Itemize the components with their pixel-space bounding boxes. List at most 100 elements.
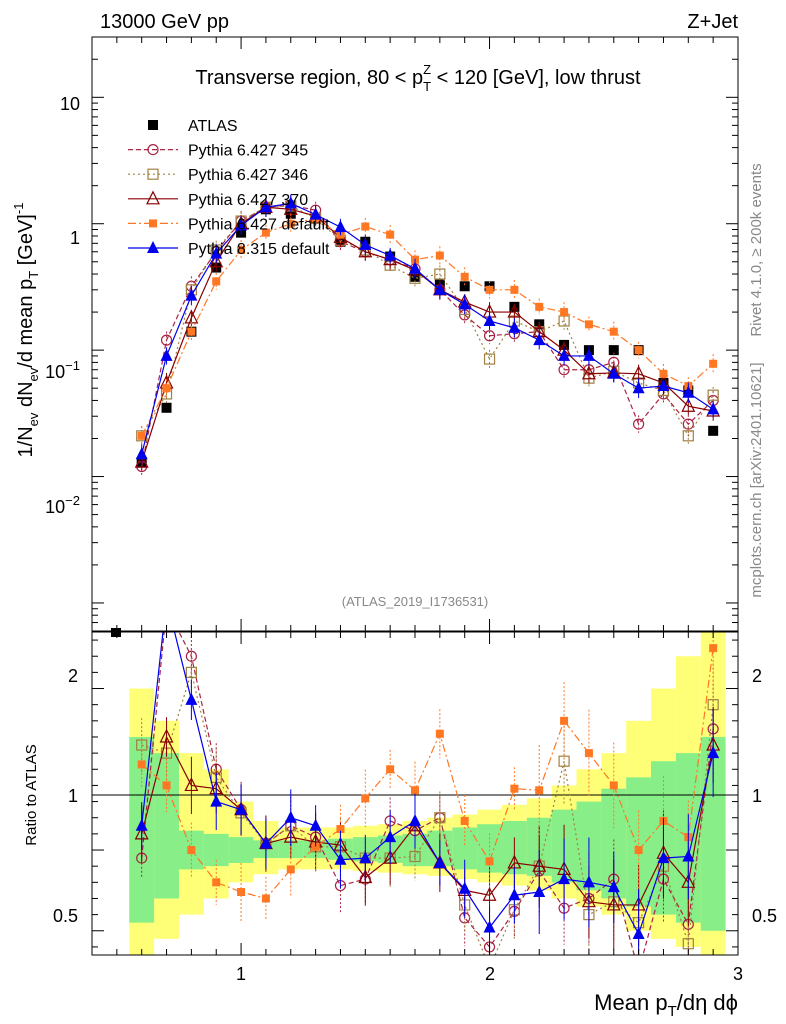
point-pythia-6-427-default xyxy=(212,277,221,286)
legend-marker-atlas xyxy=(148,120,158,130)
point-pythia-6-427-370 xyxy=(134,453,149,468)
ratio-point-pythia-6-427-370 xyxy=(184,777,199,792)
legend: ATLAS Pythia 6.427 345 Pythia 6.427 346 Pyt… xyxy=(128,118,330,258)
point-pythia-8-315-default xyxy=(433,282,446,295)
point-pythia-6-427-default xyxy=(162,384,171,393)
ratio-point-pythia-6-427-default xyxy=(311,842,320,851)
point-pythia-8-315-default xyxy=(210,246,223,259)
point-pythia-6-427-default xyxy=(435,251,444,260)
legend-marker-pythia-6-427-345 xyxy=(147,144,159,156)
ratio-point-pythia-8-315-default xyxy=(135,818,148,831)
ratio-point-pythia-6-427-default xyxy=(560,716,569,725)
ratio-point-pythia-6-427-default xyxy=(237,888,246,897)
point-pythia-6-427-346 xyxy=(483,353,496,365)
main-panel: Transverse region, 80 < pTZ < 120 [GeV],… xyxy=(11,36,739,637)
point-pythia-6-427-default xyxy=(361,222,370,231)
point-pythia-8-315-default xyxy=(284,196,297,209)
point-atlas xyxy=(161,402,172,413)
point-pythia-8-315-default xyxy=(582,348,595,361)
ratio-point-pythia-6-427-346 xyxy=(409,850,421,863)
legend-label-pythia-6-427-346: Pythia 6.427 346 xyxy=(188,167,308,184)
point-pythia-8-315-default xyxy=(508,320,521,333)
point-pythia-6-427-370 xyxy=(507,303,522,318)
ratio-point-pythia-8-315-default xyxy=(185,692,198,705)
legend-label-pythia-6-427-default: Pythia 6.427 default xyxy=(188,216,330,233)
ratio-point-pythia-6-427-default xyxy=(336,825,345,834)
point-pythia-6-427-default xyxy=(237,245,246,254)
point-pythia-8-315-default xyxy=(309,207,322,220)
ratio-point-pythia-8-315-default xyxy=(657,851,670,864)
legend-label-pythia-6-427-345: Pythia 6.427 345 xyxy=(188,143,308,160)
point-pythia-6-427-default xyxy=(485,285,494,294)
point-atlas xyxy=(608,345,619,356)
legend-marker-pythia-6-427-default xyxy=(149,219,157,228)
point-pythia-6-427-370 xyxy=(581,365,596,380)
ratio-point-pythia-6-427-default xyxy=(634,846,643,855)
ratio-point-pythia-8-315-default xyxy=(384,830,397,843)
ratio-point-pythia-6-427-default xyxy=(286,865,295,874)
point-pythia-6-427-default xyxy=(137,431,146,440)
ratio-ylabel: Ratio to ATLAS xyxy=(23,744,40,845)
ratio-line-pythia-6-427-345 xyxy=(141,632,714,955)
ratio-point-pythia-8-315-default xyxy=(607,880,620,893)
main-series-layer xyxy=(111,194,721,637)
ratio-point-pythia-6-427-default xyxy=(485,857,494,866)
point-pythia-6-427-345 xyxy=(682,418,694,430)
xlabel: Mean pT/dη dϕ xyxy=(594,990,738,1020)
point-pythia-6-427-default xyxy=(584,320,593,329)
ratio-point-pythia-6-427-default xyxy=(609,781,618,790)
ratio-point-pythia-8-315-default xyxy=(409,813,421,826)
ratio-point-pythia-6-427-default xyxy=(137,760,146,769)
ratio-point-pythia-6-427-346 xyxy=(434,812,446,824)
point-pythia-6-427-default xyxy=(386,230,395,239)
xtick-label-2: 2 xyxy=(485,964,495,984)
ratio-point-pythia-8-315-default xyxy=(533,885,546,898)
ratio-point-pythia-6-427-370 xyxy=(358,869,373,884)
point-pythia-8-315-default xyxy=(259,200,272,213)
legend-marker-pythia-6-427-346 xyxy=(147,168,159,180)
point-pythia-6-427-346 xyxy=(707,389,719,401)
point-pythia-8-315-default xyxy=(657,379,670,392)
ratio-ytick-2-right: 2 xyxy=(752,666,762,686)
ratio-bands xyxy=(129,632,726,955)
ratio-panel: 2 1 0.5 2 1 0.5 Ratio to ATLAS 1 2 3 Mea… xyxy=(23,631,777,1020)
legend-label-pythia-6-427-370: Pythia 6.427 370 xyxy=(188,192,308,209)
ratio-point-pythia-6-427-346 xyxy=(185,666,197,678)
ratio-point-pythia-8-315-default xyxy=(359,851,372,864)
ratio-point-pythia-8-315-default xyxy=(259,836,272,849)
point-pythia-6-427-default xyxy=(286,219,295,228)
point-pythia-6-427-default xyxy=(634,346,643,355)
ratio-ytick-05-left: 0.5 xyxy=(53,906,78,926)
ratio-point-pythia-8-315-default xyxy=(558,872,571,885)
ratio-axis-ticks xyxy=(91,632,739,955)
point-atlas xyxy=(708,425,719,436)
ratio-point-pythia-6-427-default xyxy=(584,749,593,758)
point-pythia-8-315-default xyxy=(135,447,148,460)
ratio-line-pythia-8-315-default xyxy=(141,632,714,936)
ratio-point-pythia-6-427-default xyxy=(435,729,444,738)
ratio-point-pythia-8-315-default xyxy=(632,927,645,940)
ratio-point-pythia-6-427-default xyxy=(187,846,196,855)
point-pythia-6-427-default xyxy=(510,285,519,294)
point-pythia-6-427-default xyxy=(535,302,544,311)
point-pythia-8-315-default xyxy=(359,237,372,250)
ytick-label-10: 10 xyxy=(60,94,80,114)
point-pythia-6-427-default xyxy=(609,327,618,336)
point-pythia-6-427-345 xyxy=(160,334,173,346)
ratio-point-pythia-8-315-default xyxy=(334,852,347,865)
ratio-ytick-05-right: 0.5 xyxy=(752,906,777,926)
ratio-point-pythia-6-427-default xyxy=(162,781,171,790)
ratio-point-pythia-6-427-346 xyxy=(682,938,694,950)
point-pythia-8-315-default xyxy=(458,297,471,310)
rivet-label: Rivet 4.1.0, ≥ 200k events xyxy=(748,163,765,336)
plot-title: Transverse region, 80 < pTZ < 120 [GeV],… xyxy=(195,62,641,94)
ratio-point-pythia-6-427-370 xyxy=(159,728,174,743)
mcplots-label: mcplots.cern.ch [arXiv:2401.10621] xyxy=(748,362,765,597)
point-pythia-6-427-346 xyxy=(434,268,446,280)
analysis-label: (ATLAS_2019_I1736531) xyxy=(342,594,488,609)
legend-label-pythia-8-315-default: Pythia 8.315 default xyxy=(188,241,330,258)
main-axis-ticks xyxy=(91,36,739,632)
ratio-point-pythia-8-315-default xyxy=(483,920,496,933)
ratio-point-pythia-6-427-346 xyxy=(558,755,570,767)
